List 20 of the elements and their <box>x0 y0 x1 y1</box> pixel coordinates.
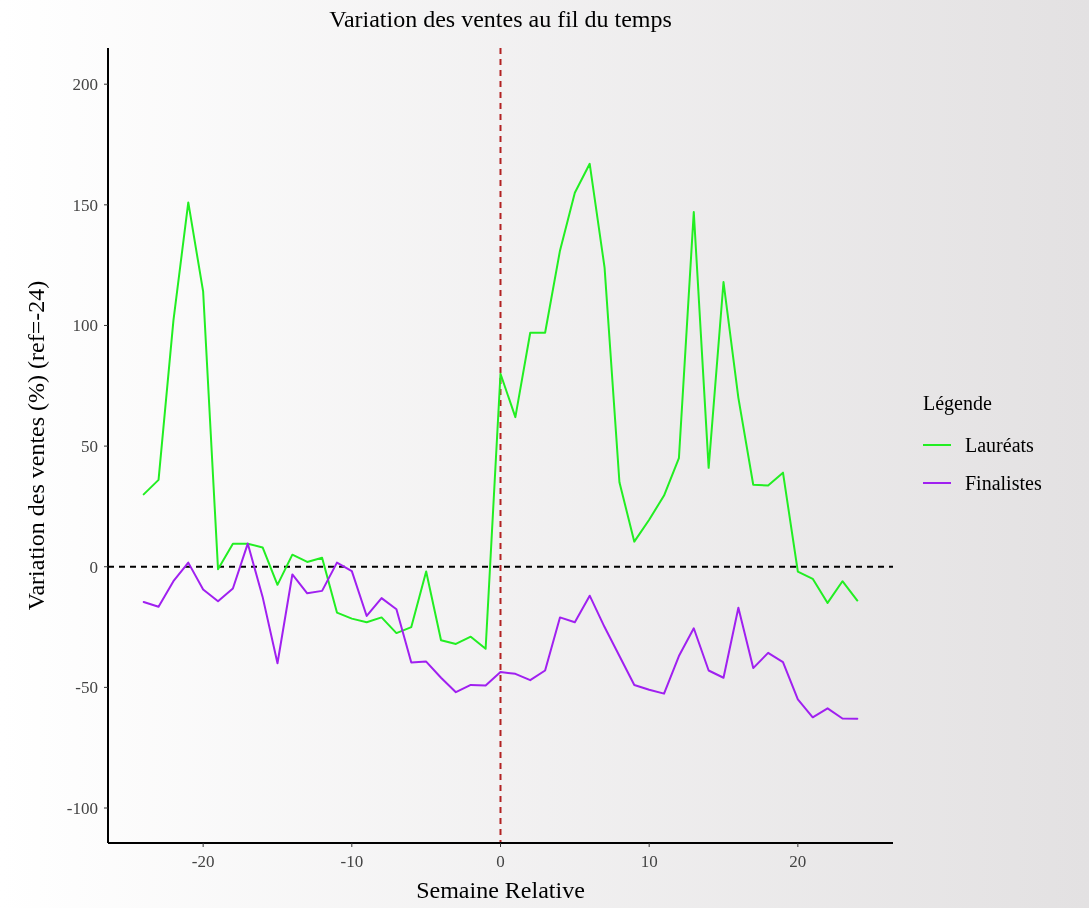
x-tick-label: -10 <box>340 852 364 871</box>
x-tick-label: 0 <box>496 852 505 871</box>
legend-title: Légende <box>923 392 992 415</box>
y-tick-label: 150 <box>72 195 98 215</box>
x-tick-label: 20 <box>789 852 807 871</box>
y-tick-label: -50 <box>75 678 98 698</box>
x-tick-label: 10 <box>640 852 658 871</box>
line-series <box>142 162 859 650</box>
chart-title: Variation des ventes au fil du temps <box>329 6 672 32</box>
x-axis-title: Semaine Relative <box>416 877 585 903</box>
y-tick-label: 200 <box>72 75 98 95</box>
legend-label: Lauréats <box>965 434 1035 456</box>
y-axis-title: Variation des ventes (%) (ref=-24) <box>23 280 49 611</box>
legend-label: Finalistes <box>965 472 1042 494</box>
y-tick-label: 0 <box>89 557 98 577</box>
line-series <box>142 542 859 720</box>
x-tick-label: -20 <box>191 852 215 871</box>
y-tick-label: -100 <box>66 798 98 818</box>
y-tick-label: 50 <box>81 437 98 457</box>
y-tick-label: 100 <box>72 316 98 336</box>
